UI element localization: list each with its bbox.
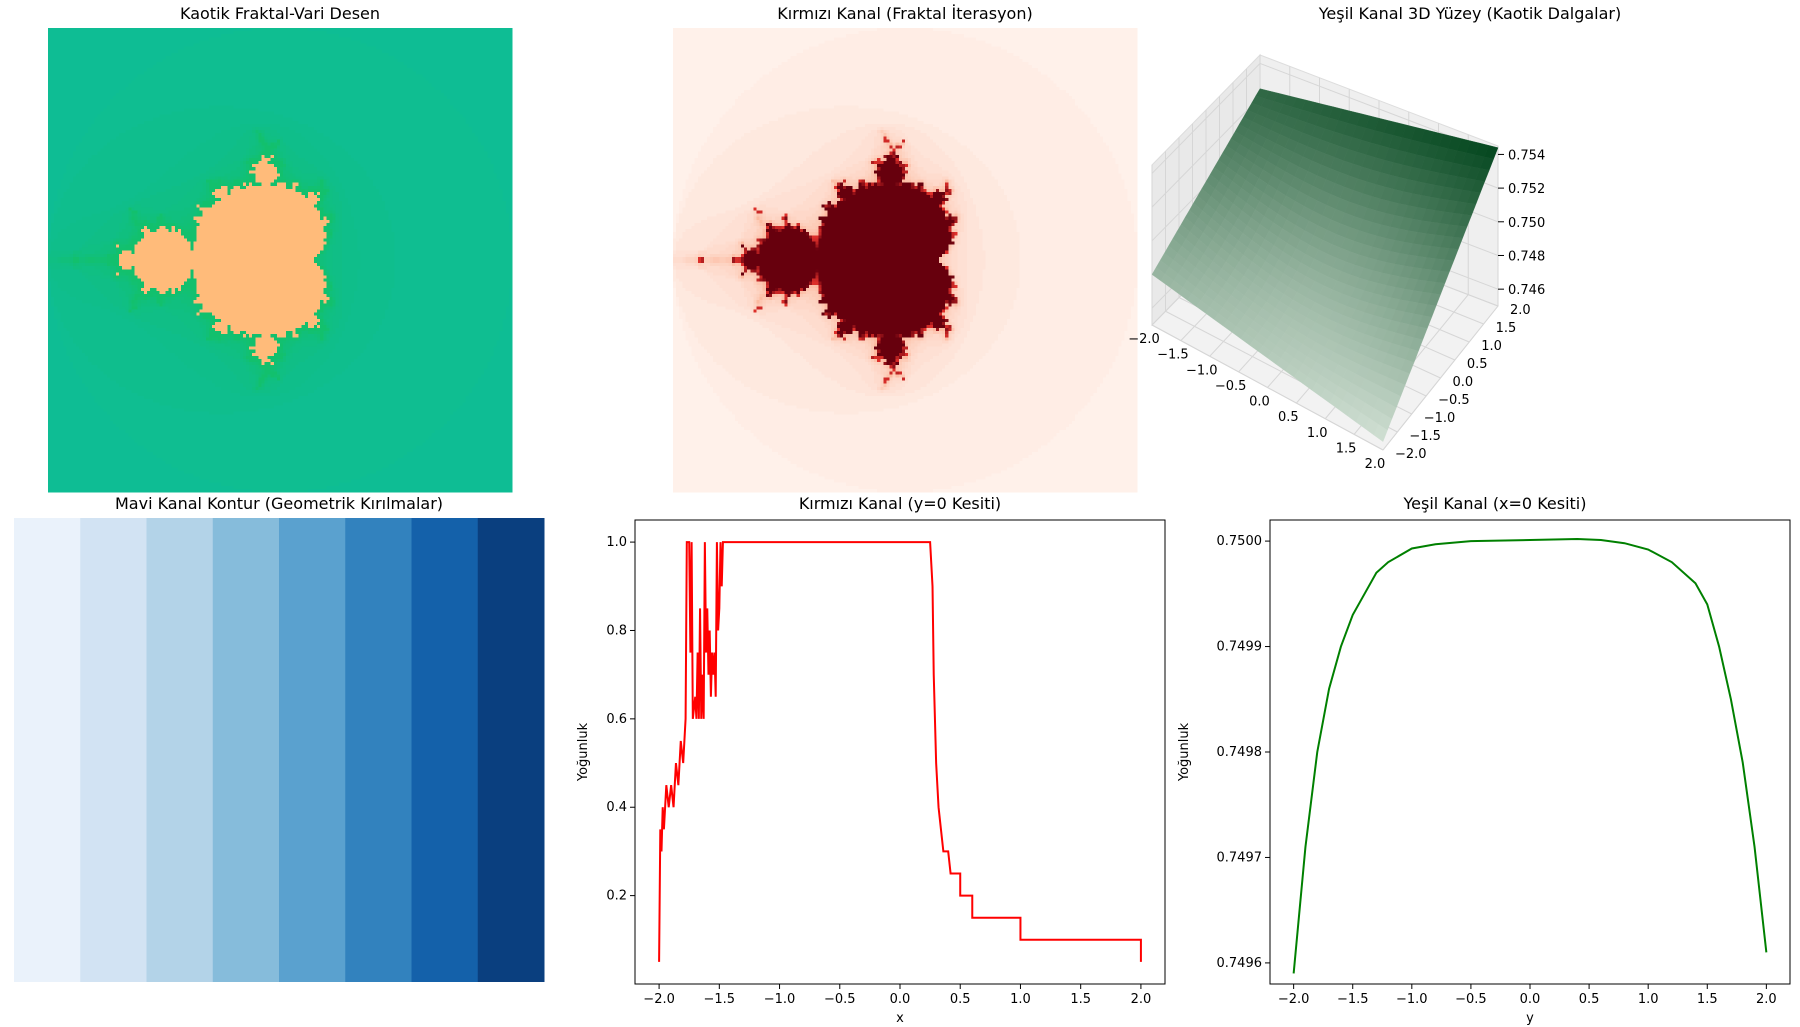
panel-fractal-pattern: Kaotik Fraktal-Vari Desen [0, 0, 540, 500]
fractal-heatmap [0, 0, 540, 500]
fractal-cell-grid [48, 28, 513, 493]
